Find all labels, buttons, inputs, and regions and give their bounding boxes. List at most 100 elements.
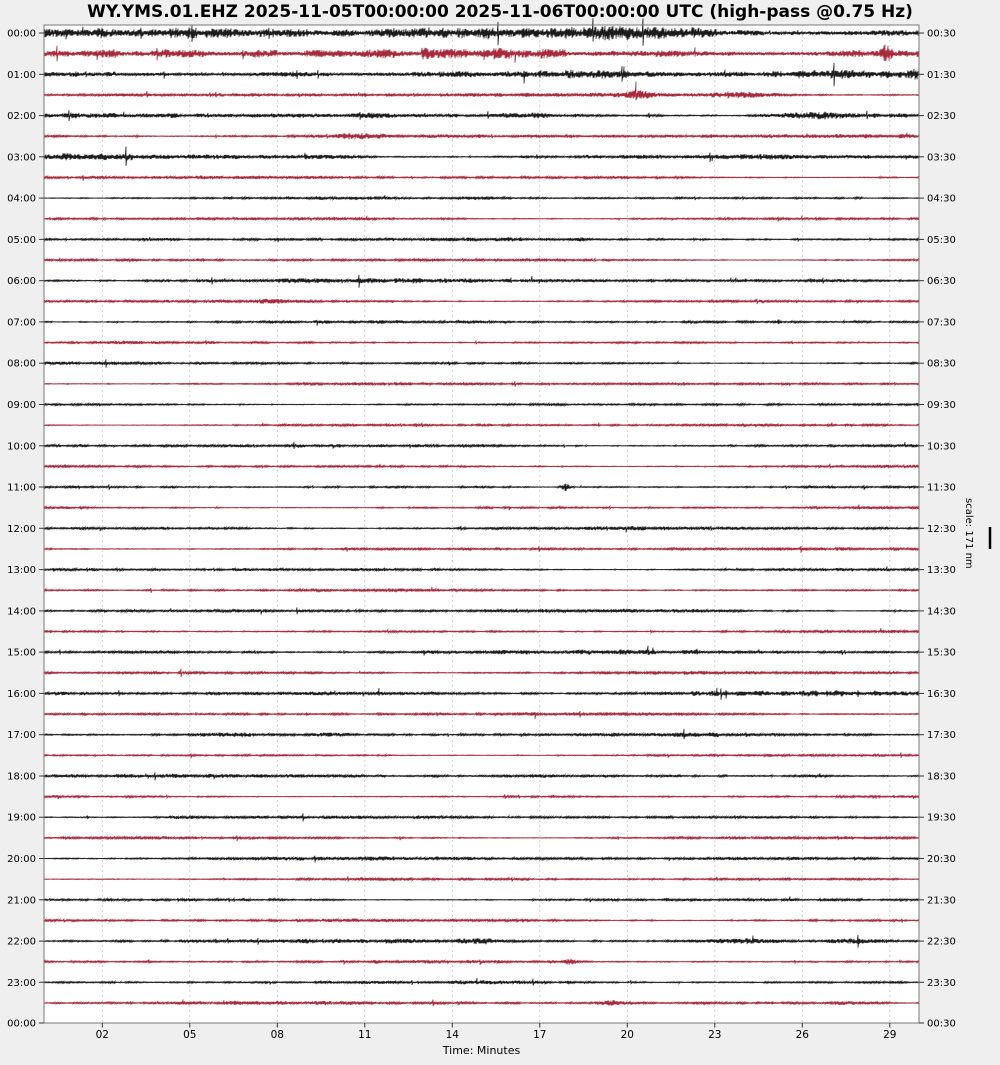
trace-10:00 bbox=[43, 441, 920, 449]
right-time-label: 22:30 bbox=[927, 937, 956, 948]
trace-01:00 bbox=[43, 62, 920, 87]
left-time-label: 13:00 bbox=[7, 565, 36, 576]
x-tick-label: 29 bbox=[883, 1029, 896, 1041]
right-time-label: 00:30 bbox=[927, 1019, 956, 1030]
trace-07:30 bbox=[43, 339, 920, 346]
right-time-label: 09:30 bbox=[927, 400, 956, 411]
scale-label: scale: 171 nm bbox=[963, 498, 974, 569]
trace-16:30 bbox=[43, 711, 920, 720]
right-time-label: 04:30 bbox=[927, 194, 956, 205]
x-tick-label: 08 bbox=[271, 1029, 284, 1041]
trace-16:00 bbox=[43, 687, 920, 700]
right-time-label: 15:30 bbox=[927, 648, 956, 659]
trace-12:00 bbox=[43, 525, 920, 533]
trace-14:00 bbox=[43, 607, 920, 615]
plot-frame bbox=[43, 24, 920, 1024]
right-time-label: 19:30 bbox=[927, 813, 956, 824]
trace-01:30 bbox=[43, 81, 920, 101]
trace-19:30 bbox=[43, 835, 920, 842]
right-time-label: 08:30 bbox=[927, 359, 956, 370]
right-time-label: 17:30 bbox=[927, 730, 956, 741]
x-tick-label: 26 bbox=[796, 1029, 810, 1041]
figure-title: WY.YMS.01.EHZ 2025-11-05T00:00:00 2025-1… bbox=[87, 2, 913, 22]
left-time-label: 01:00 bbox=[7, 70, 36, 81]
trace-00:00 bbox=[43, 18, 920, 46]
right-time-label: 16:30 bbox=[927, 689, 956, 700]
right-time-label: 05:30 bbox=[927, 235, 956, 246]
trace-18:30 bbox=[43, 794, 920, 800]
left-time-label: 04:00 bbox=[7, 194, 36, 205]
trace-08:00 bbox=[43, 359, 920, 368]
left-time-label: 08:00 bbox=[7, 359, 36, 370]
left-time-label: 19:00 bbox=[7, 813, 36, 824]
trace-15:00 bbox=[43, 645, 920, 656]
left-time-label: 03:00 bbox=[7, 152, 36, 163]
right-time-label: 23:30 bbox=[927, 978, 956, 989]
x-tick-label: 17 bbox=[533, 1029, 546, 1041]
left-time-label: 00:00 bbox=[7, 29, 36, 40]
right-time-label: 20:30 bbox=[927, 854, 956, 865]
x-tick-label: 02 bbox=[96, 1029, 109, 1041]
trace-17:00 bbox=[43, 728, 920, 740]
trace-05:30 bbox=[43, 257, 920, 263]
right-time-label: 12:30 bbox=[927, 524, 956, 535]
left-time-label: 21:00 bbox=[7, 895, 36, 906]
trace-08:30 bbox=[43, 381, 920, 387]
x-tick-label: 05 bbox=[183, 1029, 196, 1041]
trace-05:00 bbox=[43, 236, 920, 243]
trace-21:30 bbox=[43, 917, 920, 924]
trace-12:30 bbox=[43, 545, 920, 553]
right-time-label: 21:30 bbox=[927, 895, 956, 906]
trace-22:30 bbox=[43, 958, 920, 966]
trace-02:00 bbox=[43, 110, 920, 122]
trace-18:00 bbox=[43, 772, 920, 781]
left-time-label: 09:00 bbox=[7, 400, 36, 411]
right-time-label: 06:30 bbox=[927, 276, 956, 287]
left-time-label: 07:00 bbox=[7, 317, 36, 328]
trace-03:30 bbox=[43, 174, 920, 181]
trace-09:00 bbox=[43, 401, 920, 408]
right-time-label: 18:30 bbox=[927, 772, 956, 783]
trace-23:30 bbox=[43, 999, 920, 1007]
trace-04:30 bbox=[43, 215, 920, 222]
right-time-label: 07:30 bbox=[927, 317, 956, 328]
trace-17:30 bbox=[43, 752, 920, 759]
trace-19:00 bbox=[43, 813, 920, 822]
left-time-label: 12:00 bbox=[7, 524, 36, 535]
left-time-label: 06:00 bbox=[7, 276, 36, 287]
left-time-label: 00:00 bbox=[7, 1019, 36, 1030]
right-time-label: 14:30 bbox=[927, 606, 956, 617]
trace-13:30 bbox=[43, 586, 920, 594]
trace-22:00 bbox=[43, 934, 920, 948]
left-time-label: 02:00 bbox=[7, 111, 36, 122]
left-time-label: 15:00 bbox=[7, 648, 36, 659]
right-time-label: 11:30 bbox=[927, 483, 956, 494]
trace-02:30 bbox=[43, 132, 920, 140]
trace-23:00 bbox=[43, 977, 920, 986]
trace-06:00 bbox=[43, 274, 920, 288]
trace-21:00 bbox=[43, 896, 920, 903]
plot-area bbox=[44, 25, 919, 1023]
left-time-label: 16:00 bbox=[7, 689, 36, 700]
right-time-label: 02:30 bbox=[927, 111, 956, 122]
x-tick-label: 20 bbox=[621, 1029, 634, 1041]
trace-11:30 bbox=[43, 504, 920, 511]
trace-00:30 bbox=[43, 44, 920, 63]
right-time-label: 01:30 bbox=[927, 70, 956, 81]
trace-14:30 bbox=[43, 627, 920, 635]
x-tick-label: 14 bbox=[446, 1029, 460, 1041]
right-time-label: 13:30 bbox=[927, 565, 956, 576]
x-tick-label: 11 bbox=[358, 1029, 371, 1041]
right-time-label: 03:30 bbox=[927, 152, 956, 163]
trace-03:00 bbox=[43, 146, 920, 166]
left-time-label: 05:00 bbox=[7, 235, 36, 246]
left-time-label: 20:00 bbox=[7, 854, 36, 865]
right-time-label: 10:30 bbox=[927, 441, 956, 452]
trace-10:30 bbox=[43, 463, 920, 470]
trace-20:00 bbox=[43, 855, 920, 863]
left-time-label: 18:00 bbox=[7, 772, 36, 783]
left-time-label: 11:00 bbox=[7, 483, 36, 494]
trace-20:30 bbox=[43, 876, 920, 882]
